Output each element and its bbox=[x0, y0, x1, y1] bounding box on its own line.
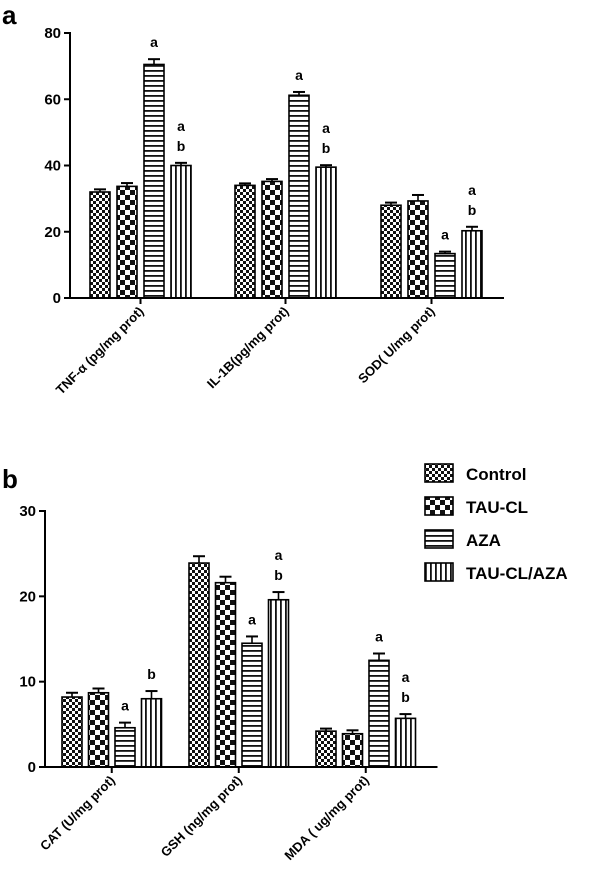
significance-label: a bbox=[375, 629, 383, 645]
significance-label: a bbox=[295, 67, 303, 83]
x-category-label: CAT (U/mg prot) bbox=[37, 773, 118, 854]
bar-tau-cl-aza-0 bbox=[140, 697, 163, 768]
y-tick-label: 0 bbox=[28, 759, 36, 776]
significance-label: a bbox=[402, 669, 410, 685]
y-tick-label: 0 bbox=[53, 290, 61, 307]
significance-label: a bbox=[275, 547, 283, 563]
bar-control-0 bbox=[61, 696, 83, 768]
bar-control-1 bbox=[234, 184, 256, 299]
legend-swatch-tau-cl-aza bbox=[424, 562, 454, 582]
significance-label: b bbox=[322, 140, 331, 156]
significance-label: a bbox=[322, 120, 330, 136]
legend-label: AZA bbox=[466, 531, 501, 550]
y-tick-label: 20 bbox=[19, 588, 36, 605]
panel-letter-a: a bbox=[2, 0, 17, 30]
y-tick-label: 40 bbox=[44, 158, 61, 175]
significance-label: b bbox=[147, 666, 156, 682]
chart-legend: Control TAU-CL AZA TAU-CL/AZA bbox=[424, 463, 568, 583]
significance-label: a bbox=[468, 182, 476, 198]
bar-aza-0 bbox=[143, 63, 165, 299]
legend-swatch-tau-cl bbox=[424, 496, 454, 516]
y-tick-label: 10 bbox=[19, 674, 36, 691]
panel-letter-b: b bbox=[2, 464, 18, 494]
bar-tau-cl-aza-2 bbox=[394, 717, 417, 768]
bar-tau-cl-aza-0 bbox=[170, 164, 192, 299]
significance-label: b bbox=[177, 138, 186, 154]
legend-label: TAU-CL bbox=[466, 498, 528, 517]
legend-label: Control bbox=[466, 465, 526, 484]
bar-tau-cl-0 bbox=[87, 691, 110, 768]
significance-label: b bbox=[274, 567, 283, 583]
y-tick-label: 20 bbox=[44, 224, 61, 241]
significance-label: a bbox=[177, 118, 185, 134]
bar-control-0 bbox=[89, 191, 111, 299]
bar-tau-cl-0 bbox=[116, 185, 138, 299]
bar-control-1 bbox=[188, 562, 210, 768]
x-category-label: GSH (ng/mg prot) bbox=[158, 773, 245, 860]
x-category-label: TNF-α (pg/mg prot) bbox=[53, 304, 147, 398]
legend-swatch-control bbox=[424, 463, 454, 483]
x-category-label: SOD( U/mg prot) bbox=[355, 304, 438, 387]
significance-label: b bbox=[468, 202, 477, 218]
significance-label: a bbox=[248, 611, 256, 627]
significance-label: b bbox=[401, 689, 410, 705]
bar-aza-2 bbox=[368, 659, 390, 768]
bar-tau-cl-1 bbox=[214, 581, 237, 768]
bar-control-2 bbox=[380, 204, 402, 299]
bar-aza-2 bbox=[434, 252, 456, 299]
y-tick-label: 80 bbox=[44, 25, 61, 42]
bar-tau-cl-1 bbox=[261, 180, 283, 299]
legend-label: TAU-CL/AZA bbox=[466, 564, 568, 583]
bar-tau-cl-aza-1 bbox=[315, 166, 337, 299]
bar-tau-cl-aza-1 bbox=[267, 598, 290, 768]
bar-aza-0 bbox=[114, 726, 136, 768]
x-category-label: IL-1B(pg/mg prot) bbox=[204, 304, 292, 392]
significance-label: a bbox=[121, 698, 129, 714]
bar-tau-cl-2 bbox=[407, 200, 429, 299]
significance-label: a bbox=[441, 227, 449, 243]
bar-aza-1 bbox=[241, 642, 263, 768]
bar-tau-cl-2 bbox=[341, 732, 364, 768]
bar-control-2 bbox=[315, 730, 337, 768]
bar-aza-1 bbox=[288, 94, 310, 299]
bar-tau-cl-aza-2 bbox=[461, 229, 483, 299]
legend-swatch-aza bbox=[424, 529, 454, 549]
y-tick-label: 60 bbox=[44, 91, 61, 108]
x-category-label: MDA ( ug/mg prot) bbox=[281, 773, 371, 863]
y-tick-label: 30 bbox=[19, 503, 36, 520]
significance-label: a bbox=[150, 34, 158, 50]
